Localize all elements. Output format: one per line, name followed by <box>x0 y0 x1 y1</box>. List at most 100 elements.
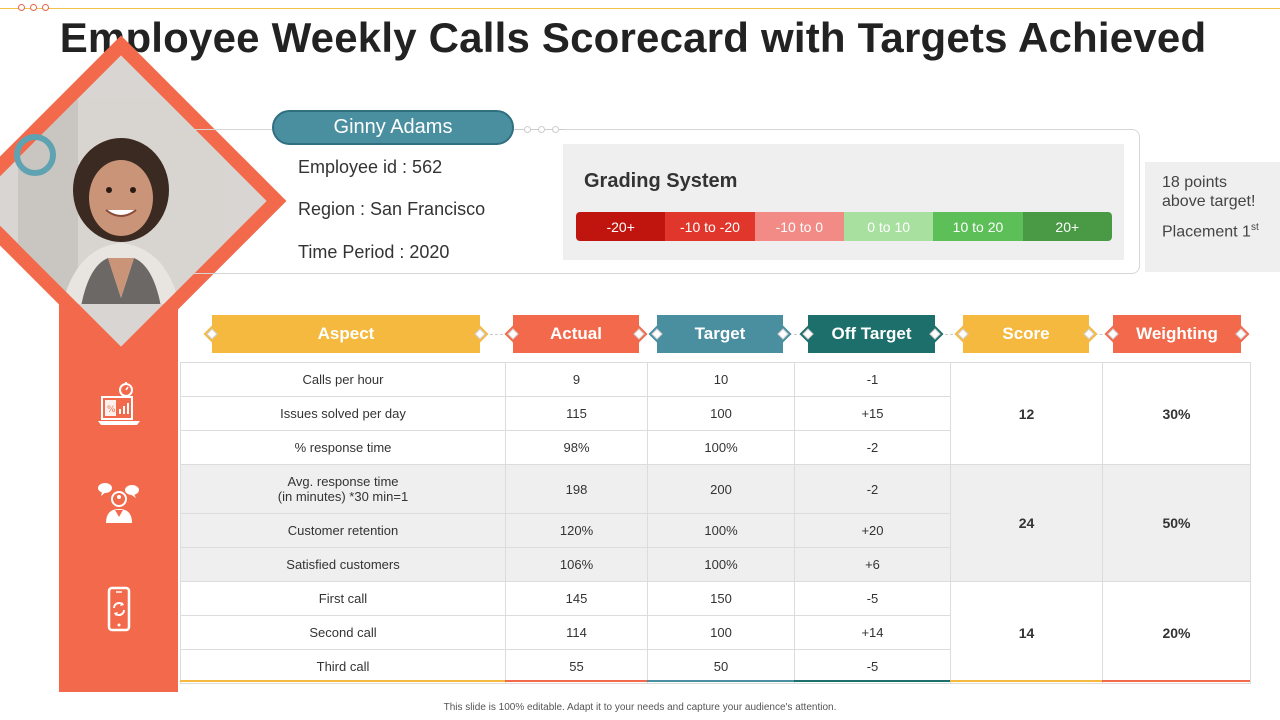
cell-score: 14 <box>950 581 1103 684</box>
cell-aspect: Calls per hour <box>180 362 506 397</box>
cell-weighting: 50% <box>1102 464 1251 582</box>
underline-segment <box>1102 680 1250 682</box>
grade-segment: -10 to 0 <box>754 212 844 241</box>
cell-aspect: % response time <box>180 430 506 465</box>
cell-actual: 114 <box>505 615 648 650</box>
cell-aspect: Third call <box>180 649 506 684</box>
employee-id: Employee id : 562 <box>298 157 443 177</box>
header-weighting: Weighting <box>1113 315 1241 353</box>
header-connector <box>1089 334 1113 335</box>
grade-segment: 0 to 10 <box>843 212 934 241</box>
cell-off-target: -2 <box>794 464 951 514</box>
cell-target: 100 <box>647 396 795 431</box>
header-actual: Actual <box>513 315 639 353</box>
cell-actual: 115 <box>505 396 648 431</box>
page-title: Employee Weekly Calls Scorecard with Tar… <box>59 14 1207 61</box>
cell-actual: 55 <box>505 649 648 684</box>
cell-off-target: -5 <box>794 649 951 684</box>
table-row: Second call 114 100 +14 <box>180 615 1251 650</box>
employee-period: Time Period : 2020 <box>298 242 450 262</box>
grading-system-panel <box>563 144 1124 260</box>
cell-aspect: Avg. response time (in minutes) *30 min=1 <box>180 464 506 514</box>
cell-target: 100 <box>647 615 795 650</box>
cell-aspect: Satisfied customers <box>180 547 506 582</box>
employee-name-badge: Ginny Adams <box>272 110 514 145</box>
table-row: First call 145 150 -5 14 20% <box>180 581 1251 684</box>
customer-feedback-icon <box>88 478 150 534</box>
cell-actual: 120% <box>505 513 648 548</box>
mobile-phone-icon <box>88 582 150 638</box>
table-row: % response time 98% 100% -2 <box>180 430 1251 465</box>
grade-segment: -10 to -20 <box>665 212 755 241</box>
decor-dot <box>538 126 545 133</box>
employee-info-card <box>170 129 1140 274</box>
placement-suffix: st <box>1250 222 1259 233</box>
points-line-2: above target! <box>1162 193 1256 210</box>
cell-off-target: -2 <box>794 430 951 465</box>
header-weighting-label: Weighting <box>1136 324 1218 343</box>
cell-target: 100% <box>647 430 795 465</box>
cell-off-target: +14 <box>794 615 951 650</box>
header-connector <box>480 334 513 335</box>
cell-off-target: +6 <box>794 547 951 582</box>
underline-segment <box>647 680 794 682</box>
cell-aspect-line-2: (in minutes) *30 min=1 <box>277 489 409 504</box>
cell-weighting: 30% <box>1102 362 1251 465</box>
cell-aspect: Issues solved per day <box>180 396 506 431</box>
cell-score: 24 <box>950 464 1103 582</box>
header-connector <box>783 334 808 335</box>
cell-target: 150 <box>647 581 795 616</box>
cell-actual: 106% <box>505 547 648 582</box>
scorecard-table: Calls per hour 9 10 -1 12 30% Issues sol… <box>180 362 1251 684</box>
cell-actual: 9 <box>505 362 648 397</box>
cell-actual: 98% <box>505 430 648 465</box>
decor-ring <box>14 134 56 176</box>
table-row: Avg. response time (in minutes) *30 min=1… <box>180 464 1251 582</box>
cell-target: 100% <box>647 547 795 582</box>
placement-text: Placement 1st <box>1162 218 1259 241</box>
grade-scale: -20+ -10 to -20 -10 to 0 0 to 10 10 to 2… <box>576 212 1112 241</box>
underline-segment <box>505 680 647 682</box>
cell-aspect: Customer retention <box>180 513 506 548</box>
header-off-target-label: Off Target <box>831 324 912 343</box>
header-aspect-label: Aspect <box>317 324 375 343</box>
points-summary-panel <box>1145 162 1280 272</box>
grade-segment: 20+ <box>1022 212 1112 241</box>
grade-segment: 10 to 20 <box>933 212 1023 241</box>
cell-score: 12 <box>950 362 1103 465</box>
cell-off-target: -1 <box>794 362 951 397</box>
cell-target: 10 <box>647 362 795 397</box>
header-aspect: Aspect <box>212 315 480 353</box>
cell-weighting: 20% <box>1102 581 1251 684</box>
table-row: Issues solved per day 115 100 +15 <box>180 396 1251 431</box>
header-off-target: Off Target <box>808 315 935 353</box>
decor-dot <box>524 126 531 133</box>
header-score: Score <box>963 315 1089 353</box>
table-row: Third call 55 50 -5 <box>180 649 1251 684</box>
svg-text:%: % <box>107 405 116 415</box>
decor-dot <box>18 4 25 11</box>
header-target-label: Target <box>694 324 746 343</box>
cell-off-target: +15 <box>794 396 951 431</box>
cell-target: 200 <box>647 464 795 514</box>
decor-dot <box>552 126 559 133</box>
employee-region: Region : San Francisco <box>298 199 486 219</box>
cell-target: 50 <box>647 649 795 684</box>
cell-aspect-line-1: Avg. response time <box>287 474 399 489</box>
table-color-underline <box>180 680 1250 682</box>
cell-off-target: +20 <box>794 513 951 548</box>
underline-segment <box>180 680 505 682</box>
grading-title: Grading System <box>584 170 738 192</box>
laptop-stopwatch-icon: % <box>88 378 150 434</box>
grade-segment: -20+ <box>576 212 666 241</box>
cell-aspect: Second call <box>180 615 506 650</box>
top-divider-line <box>0 8 1280 9</box>
header-connector <box>639 334 657 335</box>
cell-actual: 145 <box>505 581 648 616</box>
footer-note: This slide is 100% editable. Adapt it to… <box>443 702 837 713</box>
points-line-1: 18 points <box>1162 174 1227 191</box>
decor-dot <box>42 4 49 11</box>
table-row: Calls per hour 9 10 -1 12 30% <box>180 362 1251 465</box>
underline-segment <box>950 680 1102 682</box>
table-row: Satisfied customers 106% 100% +6 <box>180 547 1251 582</box>
